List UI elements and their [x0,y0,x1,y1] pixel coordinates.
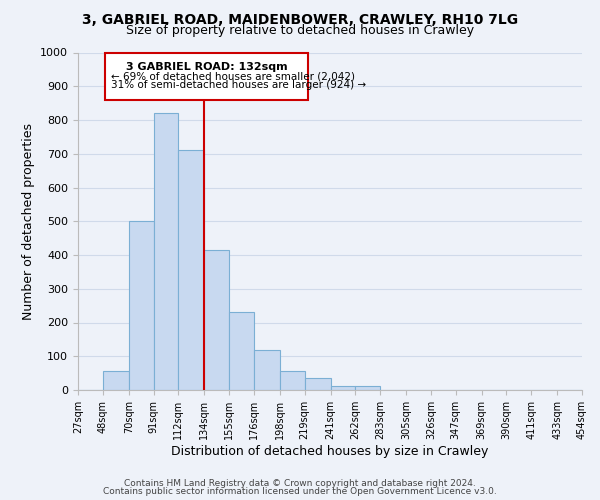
Bar [229,312,254,390]
FancyBboxPatch shape [105,53,308,100]
Text: Size of property relative to detached houses in Crawley: Size of property relative to detached ho… [126,24,474,37]
Bar [355,386,380,390]
Text: 3, GABRIEL ROAD, MAIDENBOWER, CRAWLEY, RH10 7LG: 3, GABRIEL ROAD, MAIDENBOWER, CRAWLEY, R… [82,12,518,26]
Bar [178,150,204,390]
Text: 3 GABRIEL ROAD: 132sqm: 3 GABRIEL ROAD: 132sqm [126,62,287,72]
Text: Contains public sector information licensed under the Open Government Licence v3: Contains public sector information licen… [103,487,497,496]
Y-axis label: Number of detached properties: Number of detached properties [22,122,35,320]
Text: 31% of semi-detached houses are larger (924) →: 31% of semi-detached houses are larger (… [111,80,366,90]
Text: ← 69% of detached houses are smaller (2,042): ← 69% of detached houses are smaller (2,… [111,71,355,81]
Bar [154,114,178,390]
X-axis label: Distribution of detached houses by size in Crawley: Distribution of detached houses by size … [172,444,488,458]
Bar [305,378,331,390]
Bar [254,350,280,390]
Bar [331,386,355,390]
Bar [280,372,305,390]
Bar [103,372,129,390]
Bar [204,250,229,390]
Bar [129,221,154,390]
Text: Contains HM Land Registry data © Crown copyright and database right 2024.: Contains HM Land Registry data © Crown c… [124,478,476,488]
